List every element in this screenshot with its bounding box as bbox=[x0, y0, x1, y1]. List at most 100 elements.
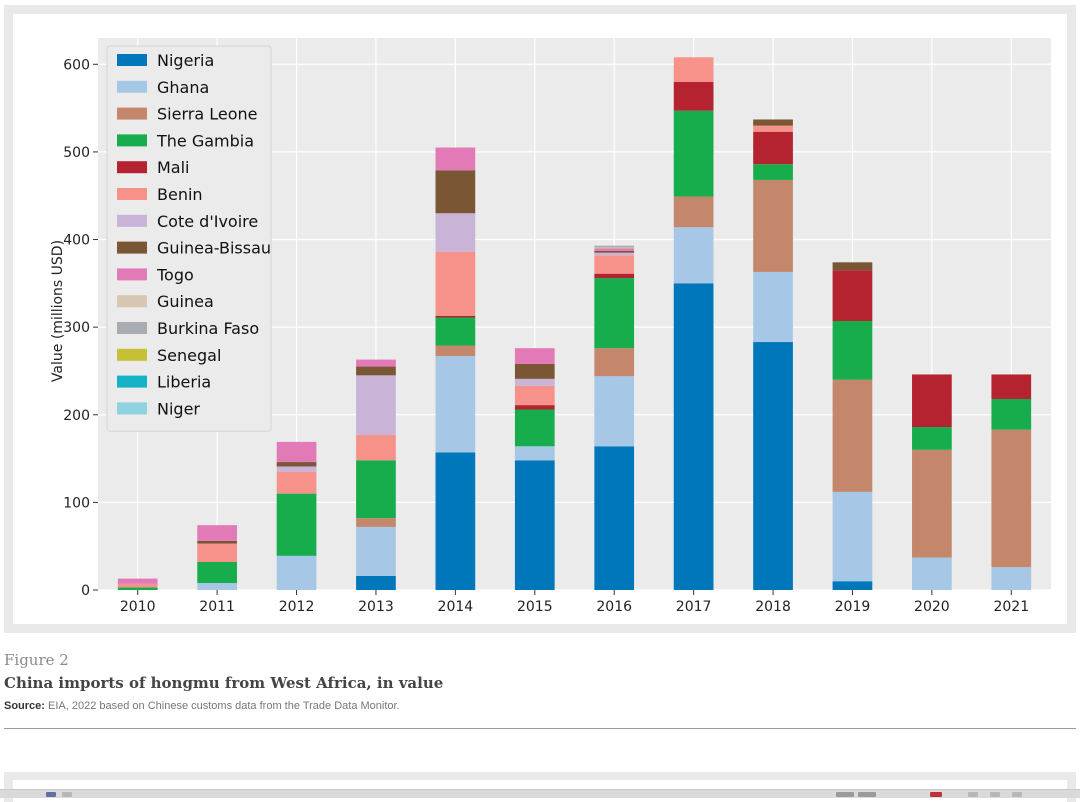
bar-segment-ghana-2016 bbox=[594, 376, 635, 447]
bar-segment-benin-2017 bbox=[673, 57, 714, 82]
legend-swatch bbox=[117, 161, 147, 174]
section-divider bbox=[4, 728, 1076, 729]
legend-label: Guinea-Bissau bbox=[157, 239, 271, 258]
bar-segment-ghana-2019 bbox=[832, 491, 873, 582]
bar-segment-sierra-leone-2020 bbox=[912, 449, 952, 558]
legend-swatch bbox=[117, 214, 147, 227]
bar-segment-togo-2015 bbox=[514, 348, 555, 364]
bar-segment-sierra-leone-2017 bbox=[673, 196, 714, 228]
bar-segment-nigeria-2016 bbox=[594, 446, 635, 590]
bar-segment-ghana-2013 bbox=[356, 526, 396, 576]
x-tick-label: 2018 bbox=[755, 599, 791, 615]
bar-segment-guinea-bissau-2012 bbox=[276, 462, 317, 467]
x-tick-label: 2019 bbox=[835, 599, 871, 615]
bar-segment-the-gambia-2016 bbox=[594, 278, 635, 349]
bar-segment-the-gambia-2021 bbox=[991, 398, 1032, 430]
page-thumb-icon[interactable] bbox=[62, 792, 72, 797]
figure-frame: 0 100 200 300 400 500 600 2010 2011 2012 2013 2014 2… bbox=[4, 5, 1076, 633]
bar-segment-guinea-bissau-2018 bbox=[753, 119, 793, 126]
figure-caption: Figure 2 China imports of hongmu from We… bbox=[4, 650, 1076, 714]
highlight-icon[interactable] bbox=[930, 792, 942, 797]
figure-canvas: 0 100 200 300 400 500 600 2010 2011 2012 2013 2014 2… bbox=[13, 14, 1067, 624]
y-tick-label: 300 bbox=[63, 320, 90, 336]
y-tick-label: 500 bbox=[63, 145, 90, 161]
bar-segment-ghana-2021 bbox=[991, 567, 1032, 590]
bar-segment-nigeria-2015 bbox=[514, 460, 555, 590]
legend-label: Liberia bbox=[157, 373, 211, 392]
bar-segment-ghana-2012 bbox=[276, 555, 317, 590]
x-tick-label: 2012 bbox=[279, 599, 315, 615]
x-tick-label: 2021 bbox=[993, 599, 1029, 615]
bar-segment-mali-2016 bbox=[594, 273, 635, 279]
bar-segment-ghana-2015 bbox=[514, 446, 555, 461]
legend-swatch bbox=[117, 402, 147, 415]
legend-label: Nigeria bbox=[157, 51, 214, 70]
bar-segment-ghana-2017 bbox=[673, 227, 714, 284]
bar-segment-the-gambia-2018 bbox=[753, 164, 793, 180]
legend-swatch bbox=[117, 295, 147, 308]
bar-segment-mali-2015 bbox=[514, 405, 555, 410]
tool-icon[interactable] bbox=[990, 792, 1000, 797]
bar-segment-the-gambia-2013 bbox=[356, 460, 396, 519]
bar-segment-mali-2021 bbox=[991, 374, 1032, 399]
bar-segment-guinea-bissau-2015 bbox=[514, 363, 555, 379]
legend-label: Mali bbox=[157, 158, 190, 177]
bar-segment-benin-2011 bbox=[197, 543, 237, 562]
x-tick-label: 2014 bbox=[438, 599, 474, 615]
legend-swatch bbox=[117, 188, 147, 200]
figure-title: China imports of hongmu from West Africa… bbox=[4, 674, 444, 692]
y-tick-label: 0 bbox=[81, 583, 90, 599]
x-tick-label: 2011 bbox=[199, 599, 235, 615]
legend-swatch bbox=[117, 241, 147, 254]
legend-label: Cote d'Ivoire bbox=[157, 212, 258, 231]
bar-segment-togo-2013 bbox=[356, 359, 396, 367]
bar-segment-ghana-2018 bbox=[753, 271, 793, 343]
bar-segment-guinea-2016 bbox=[594, 247, 635, 249]
bar-segment-mali-2014 bbox=[435, 315, 476, 318]
bar-segment-cote-d-ivoire-2013 bbox=[356, 375, 396, 435]
bar-segment-sierra-leone-2016 bbox=[594, 348, 635, 377]
bar-segment-cote-d-ivoire-2015 bbox=[514, 378, 555, 386]
y-axis-label: Value (millions USD) bbox=[50, 240, 66, 382]
source-label: Source: bbox=[4, 700, 45, 712]
bar-segment-cote-d-ivoire-2012 bbox=[276, 466, 317, 472]
bar-segment-burkina-faso-2016 bbox=[594, 245, 635, 248]
legend-label: Togo bbox=[156, 265, 194, 284]
legend-swatch bbox=[117, 375, 147, 388]
bar-segment-nigeria-2017 bbox=[673, 283, 714, 590]
bar-segment-nigeria-2014 bbox=[435, 452, 476, 590]
bar-segment-guinea-bissau-2014 bbox=[435, 170, 476, 214]
page-icon[interactable] bbox=[46, 792, 56, 797]
legend-swatch bbox=[117, 54, 147, 66]
bar-segment-the-gambia-2012 bbox=[276, 493, 317, 556]
zoom-in-icon[interactable] bbox=[858, 792, 876, 797]
bar-segment-guinea-bissau-2011 bbox=[197, 540, 237, 544]
bar-segment-the-gambia-2010 bbox=[117, 587, 158, 590]
bar-segment-ghana-2014 bbox=[435, 356, 476, 453]
legend-label: Senegal bbox=[157, 346, 221, 365]
tool-icon[interactable] bbox=[968, 792, 978, 797]
bar-segment-togo-2014 bbox=[435, 147, 476, 171]
bar-segment-the-gambia-2017 bbox=[673, 110, 714, 197]
legend-label: Niger bbox=[157, 399, 200, 418]
bar-segment-togo-2010 bbox=[117, 578, 158, 584]
bar-segment-sierra-leone-2019 bbox=[832, 379, 873, 492]
bar-segment-togo-2012 bbox=[276, 441, 317, 463]
bar-segment-benin-2013 bbox=[356, 434, 396, 461]
bar-segment-mali-2017 bbox=[673, 81, 714, 111]
stacked-bar-chart: 0 100 200 300 400 500 600 2010 2011 2012 2013 2014 2… bbox=[50, 38, 1051, 615]
bar-segment-nigeria-2013 bbox=[356, 575, 396, 590]
zoom-out-icon[interactable] bbox=[836, 792, 854, 797]
bar-segment-cote-d-ivoire-2014 bbox=[435, 213, 476, 252]
bar-segment-benin-2015 bbox=[514, 385, 555, 406]
legend-swatch bbox=[117, 268, 147, 281]
bar-segment-benin-2010 bbox=[117, 583, 158, 588]
bar-segment-benin-2016 bbox=[594, 255, 635, 274]
legend-swatch bbox=[117, 322, 147, 334]
bar-segment-sierra-leone-2013 bbox=[356, 518, 396, 527]
tool-icon[interactable] bbox=[1012, 792, 1022, 797]
x-tick-label: 2015 bbox=[517, 599, 553, 615]
bar-segment-the-gambia-2019 bbox=[832, 321, 873, 380]
bar-segment-guinea-bissau-2019 bbox=[832, 262, 873, 271]
legend-swatch bbox=[117, 348, 147, 361]
